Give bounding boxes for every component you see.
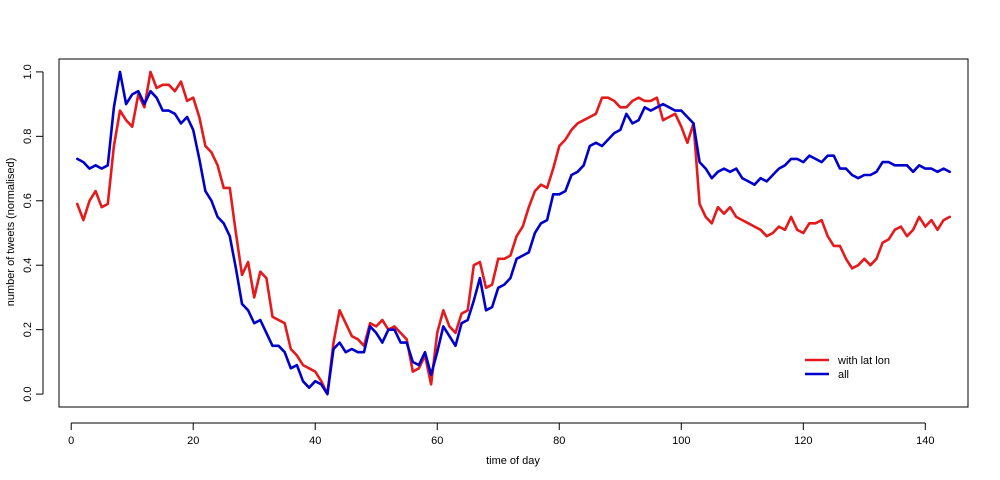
series-layer bbox=[76, 70, 952, 396]
y-axis-title: number of tweets (normalised) bbox=[5, 158, 17, 307]
y-axis: 0.0 0.2 0.4 0.6 0.8 1.0 bbox=[22, 64, 44, 402]
plot-frame bbox=[58, 58, 969, 408]
x-tick-label: 0 bbox=[68, 435, 74, 447]
y-tick-label: 1.0 bbox=[22, 64, 34, 79]
y-tick-label: 0.4 bbox=[22, 258, 34, 273]
x-tick-label: 40 bbox=[309, 435, 321, 447]
legend-label: all bbox=[838, 369, 849, 381]
x-tick-label: 60 bbox=[431, 435, 443, 447]
x-tick-label: 140 bbox=[916, 435, 934, 447]
x-axis-title: time of day bbox=[486, 455, 540, 467]
y-tick-label: 0.6 bbox=[22, 193, 34, 208]
x-tick-label: 20 bbox=[187, 435, 199, 447]
y-tick-label: 0.2 bbox=[22, 322, 34, 337]
x-tick-label: 80 bbox=[553, 435, 565, 447]
legend: with lat lon all bbox=[805, 355, 890, 381]
series-line-all bbox=[76, 70, 952, 396]
x-tick-label: 100 bbox=[672, 435, 690, 447]
y-tick-label: 0.8 bbox=[22, 129, 34, 144]
legend-label: with lat lon bbox=[837, 355, 890, 367]
x-tick-label: 120 bbox=[794, 435, 812, 447]
x-axis: 0 20 40 60 80 100 120 140 bbox=[68, 422, 934, 447]
y-tick-label: 0.0 bbox=[22, 386, 34, 401]
series-line-with-lat-lon bbox=[76, 70, 952, 396]
